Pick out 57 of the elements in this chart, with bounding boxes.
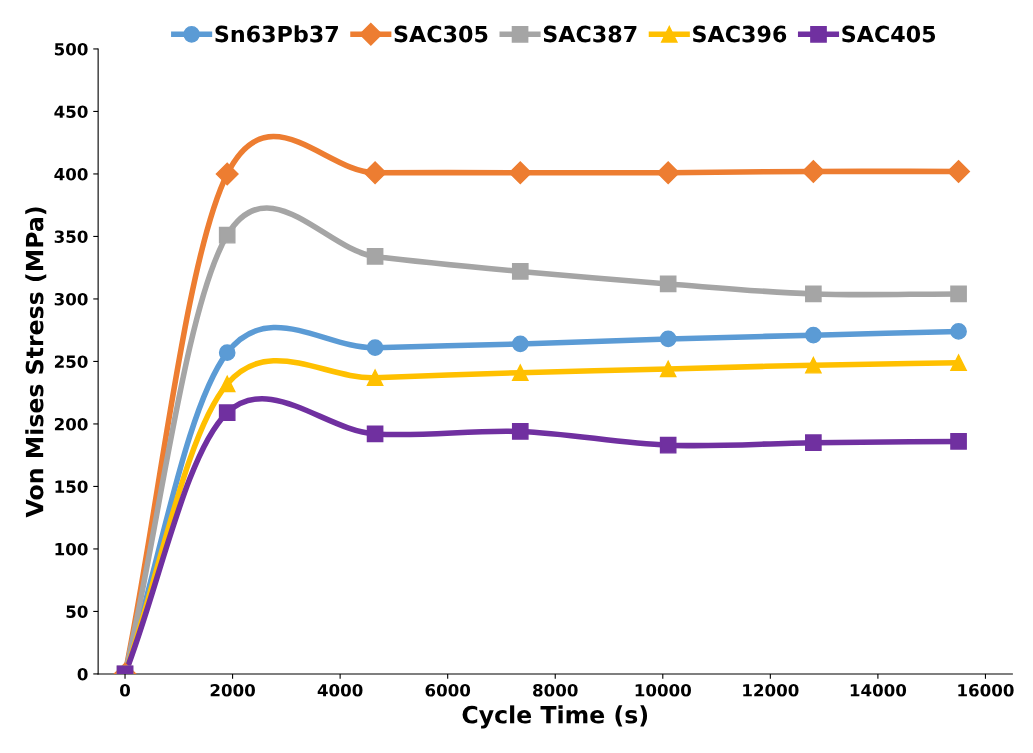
point <box>511 263 529 280</box>
x-tick-label: 4000 <box>317 683 363 697</box>
point <box>805 434 822 452</box>
point <box>511 423 529 440</box>
point <box>950 433 967 450</box>
point <box>363 161 387 185</box>
y-tick-label: 50 <box>66 605 88 619</box>
x-tick-label: 0 <box>120 683 131 697</box>
point <box>511 335 529 353</box>
x-tick-label: 8000 <box>533 683 578 697</box>
point <box>215 162 239 186</box>
x-tick-label: 6000 <box>425 683 471 697</box>
point <box>218 404 236 422</box>
point <box>366 248 384 265</box>
legend-label: SAC396 <box>693 25 787 43</box>
point <box>805 356 822 374</box>
y-tick-label: 350 <box>54 230 88 244</box>
point <box>950 285 967 303</box>
point <box>218 344 236 362</box>
legend-label: SAC387 <box>543 25 637 43</box>
legend-label: SAC305 <box>394 25 488 43</box>
y-tick-label: 150 <box>55 480 88 494</box>
legend-label: SAC405 <box>842 25 936 43</box>
x-tick-label: 14000 <box>850 683 907 697</box>
y-tick-label: 100 <box>55 542 88 556</box>
y-tick-label: 400 <box>54 167 88 181</box>
x-tick-label: 16000 <box>958 683 1014 697</box>
y-tick-label: 300 <box>54 292 88 306</box>
point <box>218 226 236 244</box>
point <box>366 339 384 357</box>
y-tick-label: 500 <box>54 42 88 56</box>
point <box>218 375 236 393</box>
x-axis-title: Cycle Time (s) <box>462 705 648 729</box>
y-tick-label: 450 <box>54 105 88 119</box>
point <box>947 159 971 183</box>
y-tick-label: 200 <box>54 417 88 431</box>
point <box>659 436 677 454</box>
point <box>950 354 967 372</box>
point <box>659 360 677 378</box>
x-tick-label: 12000 <box>743 683 799 697</box>
point <box>659 275 677 293</box>
x-tick-label: 10000 <box>635 683 691 697</box>
point <box>366 369 384 387</box>
point <box>950 323 967 340</box>
y-tick-label: 0 <box>77 667 88 681</box>
point <box>511 364 529 382</box>
y-axis-title: Von Mises Stress (MPa) <box>25 207 47 518</box>
point <box>656 161 680 185</box>
point <box>805 285 822 303</box>
point <box>659 330 677 348</box>
point <box>801 159 825 183</box>
x-tick-label: 2000 <box>210 683 255 697</box>
point <box>366 425 384 443</box>
point <box>805 326 822 344</box>
y-tick-label: 250 <box>54 355 88 369</box>
legend-label: Sn63Pb37 <box>215 25 338 43</box>
point <box>508 161 532 185</box>
